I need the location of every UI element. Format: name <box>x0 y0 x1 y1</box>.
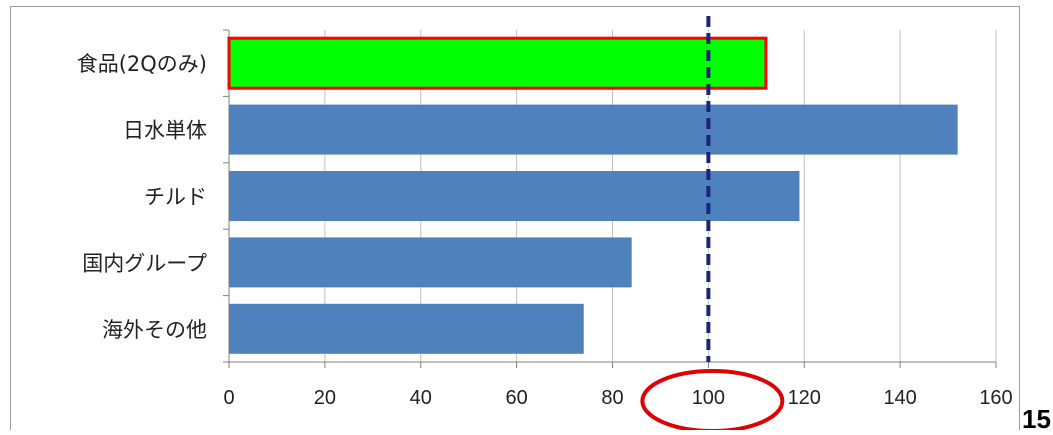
category-label: チルド <box>144 185 207 209</box>
category-label: 国内グループ <box>82 251 207 275</box>
bar <box>229 104 958 155</box>
bar <box>229 171 800 221</box>
bar-highlighted <box>227 36 768 90</box>
x-tick-label: 120 <box>788 387 821 409</box>
x-tick-label: 160 <box>979 387 1012 409</box>
x-tick-label: 20 <box>314 387 336 409</box>
bar <box>229 303 584 354</box>
x-tick-label: 40 <box>410 387 432 409</box>
page-number: 15 <box>1022 404 1051 434</box>
category-label: 食品(2Qのみ) <box>77 52 207 76</box>
x-tick-label: 60 <box>506 387 528 409</box>
x-tick-label: 140 <box>883 387 916 409</box>
x-tick-label: 100 <box>692 387 725 409</box>
highlight-circle <box>640 369 785 430</box>
x-tick-label: 80 <box>601 387 623 409</box>
category-label: 海外その他 <box>102 318 207 342</box>
category-label: 日水単体 <box>123 119 207 143</box>
x-tick-label: 0 <box>223 387 234 409</box>
bar <box>229 237 632 288</box>
